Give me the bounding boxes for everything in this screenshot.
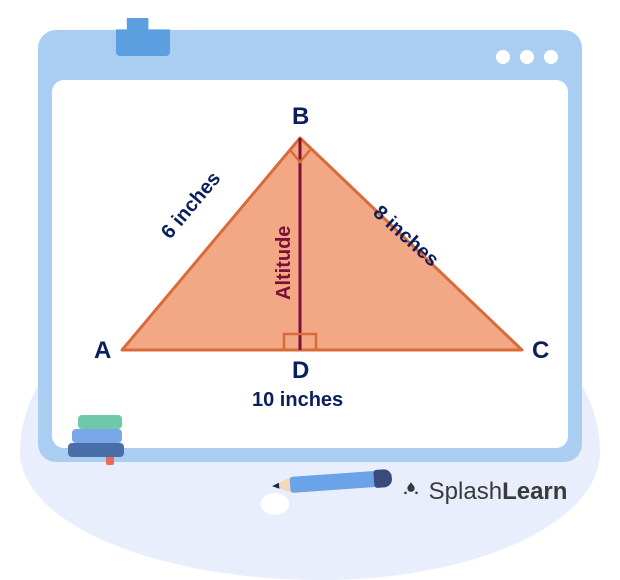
triangle-fill bbox=[122, 138, 522, 350]
window-dot bbox=[520, 50, 534, 64]
altitude-label: Altitude bbox=[273, 226, 295, 300]
bookmark-icon bbox=[106, 457, 114, 465]
vertex-label-d: D bbox=[292, 357, 309, 384]
window-dot bbox=[496, 50, 510, 64]
window-bookmark-tab bbox=[116, 18, 170, 56]
edge-label-ac: 10 inches bbox=[252, 389, 343, 411]
window-controls bbox=[496, 50, 558, 64]
book-mid bbox=[72, 429, 122, 443]
brand-text-2: Learn bbox=[502, 478, 567, 505]
book-top bbox=[78, 415, 122, 429]
pencil-body bbox=[290, 471, 377, 493]
brand-text-1: Splash bbox=[429, 478, 502, 505]
window-dot bbox=[544, 50, 558, 64]
triangle-diagram: A B C D 6 inches 8 inches 10 inches Alti… bbox=[52, 80, 568, 448]
pencil-eraser bbox=[373, 469, 392, 488]
edge-label-ab: 6 inches bbox=[157, 168, 225, 243]
vertex-label-a: A bbox=[94, 337, 111, 364]
brand-logo: SplashLearn bbox=[400, 478, 567, 506]
vertex-label-c: C bbox=[532, 337, 549, 364]
brand-splash-icon bbox=[400, 480, 422, 502]
diagram-canvas: A B C D 6 inches 8 inches 10 inches Alti… bbox=[52, 80, 568, 448]
vertex-label-b: B bbox=[292, 103, 309, 130]
books-stack-icon bbox=[68, 415, 124, 457]
window-frame: A B C D 6 inches 8 inches 10 inches Alti… bbox=[38, 30, 582, 462]
book-bottom bbox=[68, 443, 124, 457]
pencil-lead bbox=[272, 483, 279, 489]
